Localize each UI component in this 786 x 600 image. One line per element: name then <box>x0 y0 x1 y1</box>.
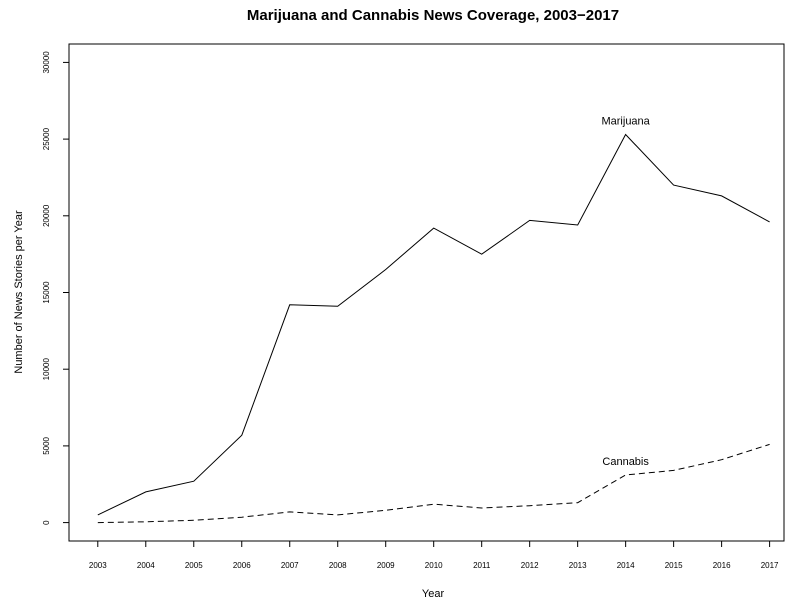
y-axis-label: Number of News Stories per Year <box>13 210 25 374</box>
x-tick-label: 2005 <box>185 561 203 570</box>
y-tick-label: 5000 <box>42 436 51 454</box>
y-tick-label: 0 <box>42 520 51 525</box>
y-tick-label: 25000 <box>42 127 51 150</box>
x-tick-label: 2014 <box>617 561 635 570</box>
x-tick-label: 2012 <box>521 561 539 570</box>
x-axis: 2003 2004 2005 2006 2007 2008 2009 2010 2011 2012… <box>89 541 779 570</box>
chart-title: Marijuana and Cannabis News Coverage, 20… <box>247 7 619 24</box>
y-tick-label: 30000 <box>42 51 51 74</box>
x-tick-label: 2004 <box>137 561 155 570</box>
series-line-marijuana <box>97 133 770 516</box>
plot-frame <box>68 43 785 542</box>
x-tick-label: 2013 <box>569 561 587 570</box>
y-axis: 0 5000 10000 15000 20000 25000 30000 <box>42 51 69 525</box>
x-tick-label: 2015 <box>665 561 683 570</box>
x-tick-label: 2011 <box>473 561 491 570</box>
x-tick-label: 2009 <box>377 561 395 570</box>
series-layer: Marijuana Cannabis <box>97 116 770 524</box>
x-tick-label: 2006 <box>233 561 251 570</box>
x-tick-label: 2017 <box>761 561 779 570</box>
series-line-cannabis <box>97 443 770 524</box>
series-label-cannabis: Cannabis <box>602 456 649 468</box>
x-axis-label: Year <box>422 588 445 600</box>
y-tick-label: 10000 <box>42 358 51 381</box>
series-label-marijuana: Marijuana <box>601 116 650 128</box>
x-tick-label: 2016 <box>713 561 731 570</box>
x-tick-label: 2010 <box>425 561 443 570</box>
y-tick-label: 15000 <box>42 281 51 304</box>
x-tick-label: 2007 <box>281 561 299 570</box>
x-tick-label: 2008 <box>329 561 347 570</box>
x-tick-label: 2003 <box>89 561 107 570</box>
y-tick-label: 20000 <box>42 204 51 227</box>
